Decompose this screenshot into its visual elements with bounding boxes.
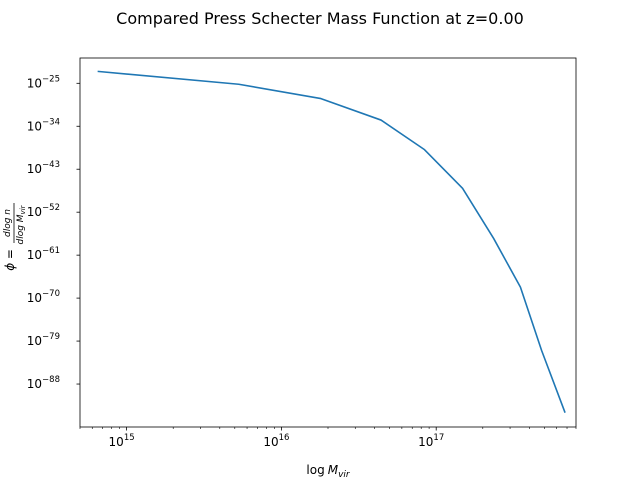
y-tick-label: 10−79 [27,332,60,348]
x-axis-label-sub: vir [338,470,351,480]
x-tick-label: 1015 [109,433,135,449]
x-axis: 1015 1016 1017 [79,427,577,449]
x-tick-label-exp: 16 [279,433,290,443]
chart-title: Compared Press Schecter Mass Function at… [116,9,524,28]
x-tick-label-base: 10 [263,435,278,449]
y-tick-label-base: 10 [27,76,42,90]
y-tick-label: 10−88 [27,375,60,391]
x-axis-label-var: M [328,463,339,477]
y-tick-label-base: 10 [27,205,42,219]
x-axis-label-base: log [306,463,324,477]
y-tick-label-exp: −88 [42,375,60,385]
y-tick-label-base: 10 [27,291,42,305]
x-tick-label-exp: 17 [433,433,444,443]
y-tick-label: 10−70 [27,289,60,305]
y-axis-label-numerator: dlog n [3,209,13,237]
y-tick-label: 10−43 [27,160,60,176]
y-tick-label-base: 10 [27,377,42,391]
y-tick-label: 10−52 [27,203,60,219]
y-axis-label-denominator: dlog Mvir [16,204,27,244]
x-tick-label-exp: 15 [124,433,135,443]
y-tick-label-exp: −61 [42,246,60,256]
series-line-0 [97,70,566,413]
x-tick-label: 1017 [418,433,444,449]
x-tick-label-base: 10 [109,435,124,449]
y-tick-label-base: 10 [27,162,42,176]
plot-area [79,57,577,428]
plot-frame [79,57,577,428]
x-tick-label: 1016 [263,433,289,449]
y-tick-label: 10−25 [27,74,60,90]
y-tick-label-base: 10 [27,119,42,133]
y-tick-label-exp: −70 [42,289,60,299]
y-axis-label-den-sub: vir [19,204,27,214]
y-tick-label-exp: −43 [42,160,60,170]
y-tick-label: 10−61 [27,246,60,262]
y-tick-label-base: 10 [27,334,42,348]
y-tick-label-exp: −79 [42,332,60,342]
y-axis-label-den-main: dlog M [16,214,26,244]
y-tick-label-exp: −52 [42,203,60,213]
y-tick-label-exp: −25 [42,74,60,84]
y-axis-label-lhs: ϕ = [3,249,17,271]
y-tick-label-base: 10 [27,248,42,262]
y-tick-label: 10−34 [27,117,60,133]
x-axis-label: log Mvir [306,463,350,480]
x-tick-label-base: 10 [418,435,433,449]
y-tick-label-exp: −34 [42,117,60,127]
y-axis-label: ϕ = dlog n dlog Mvir [3,203,27,271]
